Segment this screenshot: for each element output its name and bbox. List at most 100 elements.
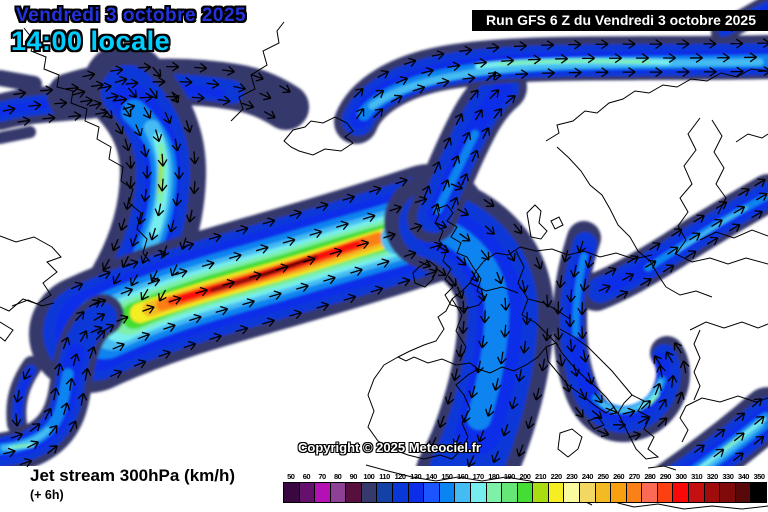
coastline [675, 117, 701, 255]
coastline [559, 328, 633, 396]
forecast-step-label: (+ 6h) [30, 488, 64, 502]
wind-arrow [125, 156, 136, 169]
wind-arrow [137, 331, 151, 342]
coastline [230, 21, 285, 122]
wind-arrow [403, 57, 417, 68]
wind-arrow [717, 52, 730, 63]
wind-arrow [457, 207, 470, 217]
wind-arrow [644, 259, 657, 269]
wind-arrow [125, 176, 136, 189]
wind-arrow [489, 89, 500, 100]
jet-band-norway-connector [434, 130, 479, 214]
legend-value: 280 [644, 472, 656, 481]
wind-arrow [395, 177, 408, 187]
wind-arrow [605, 405, 618, 415]
wind-arrow [114, 95, 128, 105]
map-title: Jet stream 300hPa (km/h) [30, 466, 236, 485]
wind-arrow [462, 73, 476, 84]
legend-swatch [610, 482, 627, 503]
coastline [521, 314, 559, 346]
wind-arrow [282, 236, 296, 247]
wind-arrow [730, 38, 744, 49]
wind-arrow [594, 392, 603, 404]
wind-arrow [676, 67, 690, 77]
wind-arrow [368, 185, 382, 195]
wind-arrow [105, 92, 119, 102]
wind-arrow [77, 392, 88, 406]
wind-arrow [528, 54, 541, 65]
wind-arrow [494, 271, 504, 285]
wind-arrow [2, 104, 16, 115]
wind-arrow [235, 325, 249, 335]
wind-arrow [118, 218, 128, 231]
wind-arrow [149, 270, 159, 283]
wind-arrow [665, 351, 674, 363]
wind-arrow [158, 349, 171, 359]
legend-swatch [688, 482, 705, 503]
wind-arrow [112, 341, 125, 352]
wind-arrow [437, 244, 450, 254]
wind-arrow [447, 275, 457, 287]
wind-arrow [491, 378, 502, 391]
wind-arrow [459, 173, 469, 186]
legend-value: 300 [675, 472, 688, 481]
wind-arrow [373, 89, 385, 99]
wind-arrow [474, 109, 483, 121]
wind-arrow [477, 288, 488, 302]
legend-swatch [454, 482, 471, 503]
wind-arrow [82, 70, 96, 81]
wind-arrow [685, 250, 697, 259]
wind-arrow [153, 249, 167, 260]
legend-swatch [641, 482, 658, 503]
wind-arrow [595, 39, 609, 50]
jet-band-left-south-band [12, 443, 30, 449]
coastline [665, 286, 713, 298]
coastline [434, 204, 486, 310]
wind-arrow [323, 274, 336, 285]
legend-value: 200 [519, 472, 531, 481]
legend-value: 290 [659, 472, 672, 481]
wind-arrow [493, 107, 503, 119]
wind-arrow [757, 66, 768, 77]
wind-arrow [744, 52, 757, 63]
wind-arrow [98, 269, 111, 280]
wind-arrow [437, 415, 447, 428]
legend-value: 80 [333, 472, 342, 481]
legend-values-row: 50 60 70 80 90 100 110 120 130 140 150 160 170 180 190… [283, 471, 767, 482]
wind-arrow [751, 210, 763, 219]
wind-arrow [185, 209, 196, 223]
wind-arrow [628, 430, 642, 441]
wind-arrow [565, 314, 575, 328]
wind-arrow [116, 314, 129, 324]
wind-arrow [676, 39, 690, 49]
wind-arrow [755, 192, 768, 201]
wind-arrow [142, 107, 152, 119]
wind-arrow [538, 358, 549, 372]
wind-arrow [609, 53, 622, 64]
wind-arrow [356, 239, 370, 250]
wind-arrow [362, 212, 376, 223]
wind-arrow [751, 398, 763, 408]
wind-arrow [568, 39, 582, 50]
coastline [699, 229, 768, 241]
legend-swatch [298, 482, 316, 503]
wind-arrow [98, 82, 112, 93]
legend-value: 260 [613, 472, 625, 481]
wind-arrow [459, 45, 473, 56]
wind-arrow [125, 78, 139, 89]
wind-arrow [48, 424, 58, 436]
wind-arrow [17, 116, 31, 127]
wind-arrow [584, 255, 595, 269]
wind-arrow [149, 87, 158, 100]
wind-arrow [102, 323, 115, 333]
wind-arrow [689, 232, 701, 241]
wind-arrow [452, 434, 462, 447]
wind-arrow [566, 339, 577, 353]
wind-arrow [138, 62, 152, 73]
wind-arrow [733, 432, 745, 442]
wind-arrow [289, 209, 302, 220]
wind-arrow [555, 275, 566, 289]
coastline [693, 329, 701, 401]
wind-arrow [667, 246, 679, 255]
